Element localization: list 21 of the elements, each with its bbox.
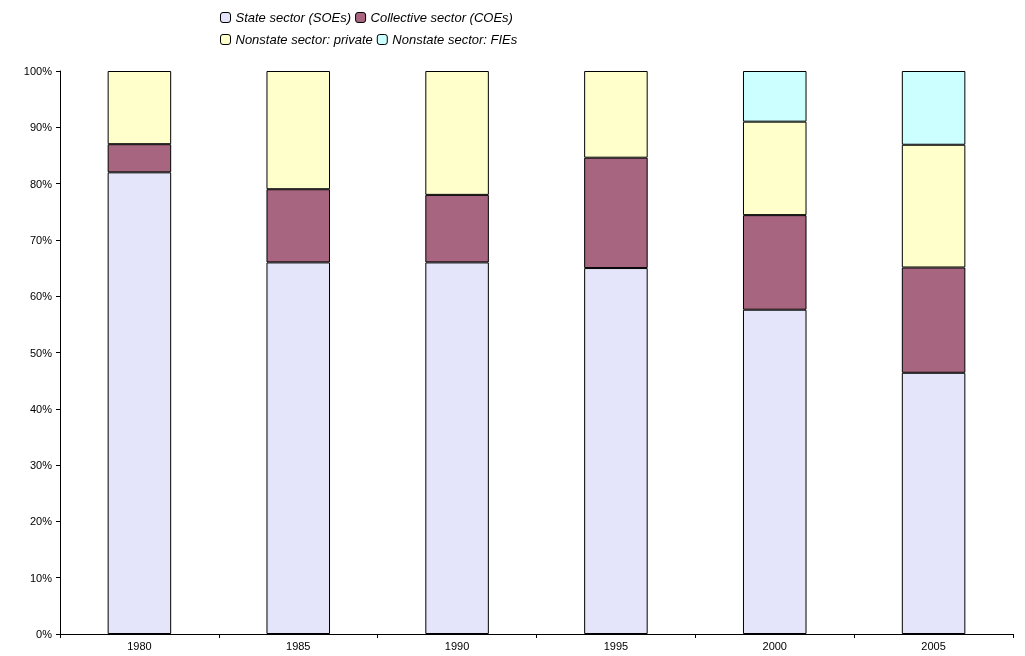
y-tick-label: 30% [29,459,53,472]
legend-label: Nonstate sector: private [235,32,373,47]
y-tick-label: 0% [36,628,53,640]
x-tick-label: 1990 [444,639,470,652]
legend-label: Nonstate sector: FIEs [392,32,518,47]
legend-label: Collective sector (COEs) [370,10,513,25]
x-tick-label: 2005 [921,639,946,652]
y-tick-label: 40% [29,402,53,415]
x-tick-label: 1980 [127,639,152,652]
x-tick-label: 1995 [603,639,629,652]
legend-label: State sector (SOEs) [235,10,352,25]
x-tick-label: 1985 [286,639,311,652]
y-tick-label: 70% [29,233,53,246]
x-tick-label: 2000 [762,639,787,652]
y-tick-label: 80% [29,177,53,190]
y-tick-label: 20% [29,515,53,528]
y-tick-label: 50% [29,346,53,359]
y-tick-label: 100% [23,65,53,77]
y-tick-label: 60% [29,290,53,303]
y-tick-label: 10% [29,571,53,584]
y-tick-label: 90% [29,121,53,134]
